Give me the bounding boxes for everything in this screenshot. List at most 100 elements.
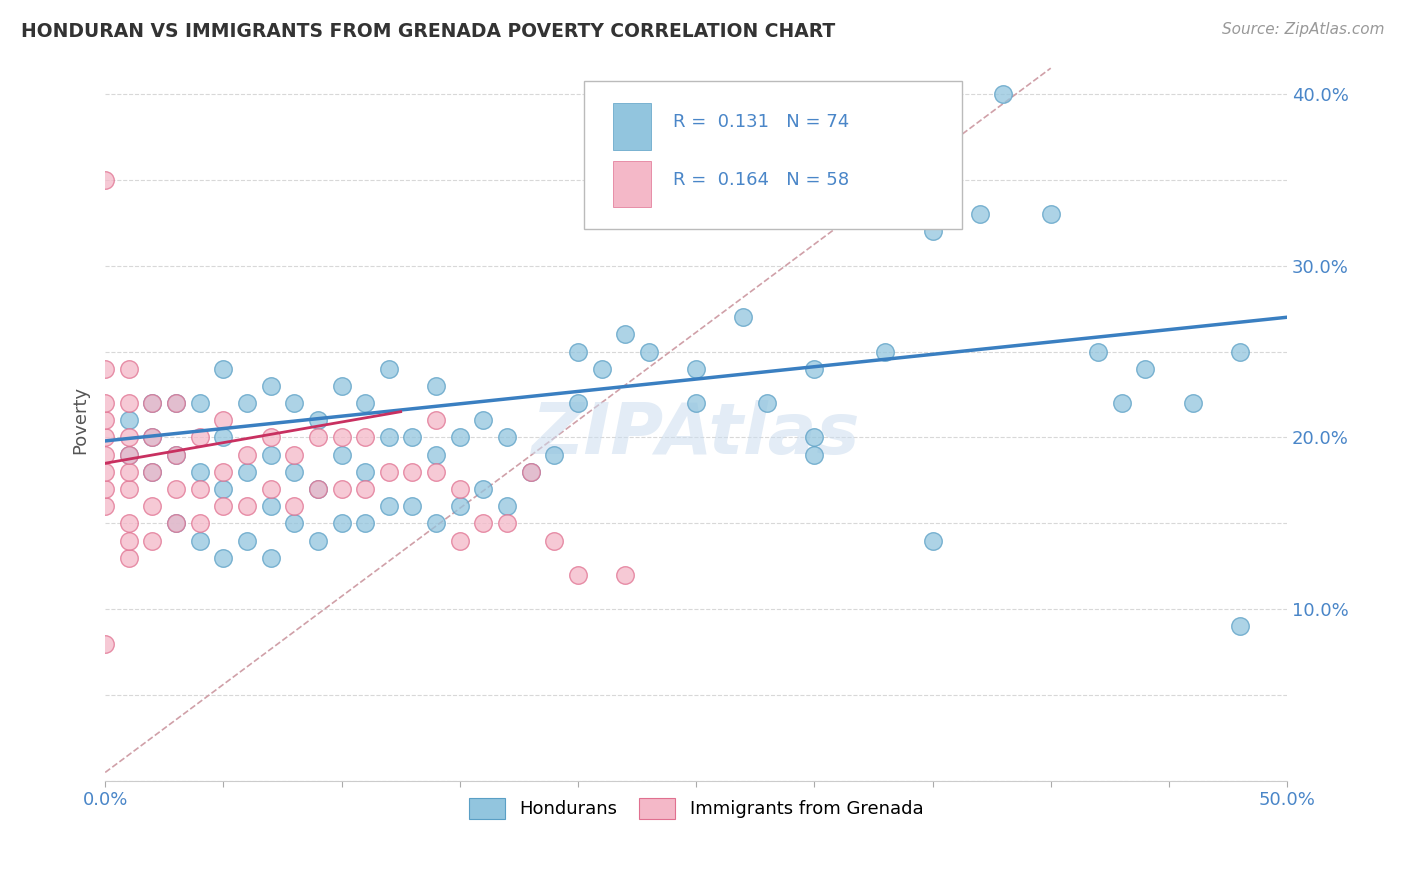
Point <box>472 482 495 496</box>
Point <box>94 448 117 462</box>
Point <box>378 465 401 479</box>
Point <box>1111 396 1133 410</box>
Point <box>354 465 377 479</box>
Point <box>330 379 353 393</box>
Point <box>94 499 117 513</box>
Text: R =  0.131   N = 74: R = 0.131 N = 74 <box>672 113 849 131</box>
Point <box>685 361 707 376</box>
Point <box>449 499 471 513</box>
Point <box>118 430 141 444</box>
Point <box>1229 344 1251 359</box>
Point <box>519 465 541 479</box>
Point <box>94 413 117 427</box>
Point <box>188 516 211 531</box>
Point <box>969 207 991 221</box>
Point <box>236 465 259 479</box>
Point <box>354 516 377 531</box>
Text: Source: ZipAtlas.com: Source: ZipAtlas.com <box>1222 22 1385 37</box>
Point <box>118 448 141 462</box>
Point <box>283 465 305 479</box>
Point <box>307 430 329 444</box>
Point <box>472 413 495 427</box>
FancyBboxPatch shape <box>613 161 651 208</box>
Point <box>921 533 943 548</box>
Point <box>165 396 187 410</box>
Point <box>1181 396 1204 410</box>
Point <box>260 482 283 496</box>
Point <box>330 482 353 496</box>
Point <box>118 533 141 548</box>
Point <box>94 396 117 410</box>
Point <box>307 413 329 427</box>
Point <box>188 430 211 444</box>
Point <box>330 430 353 444</box>
Point <box>496 516 519 531</box>
Point <box>141 499 163 513</box>
Point <box>354 396 377 410</box>
Point <box>188 465 211 479</box>
Point <box>307 482 329 496</box>
Point <box>260 448 283 462</box>
Point <box>141 430 163 444</box>
Point <box>141 396 163 410</box>
Point <box>543 533 565 548</box>
Point <box>496 430 519 444</box>
Point <box>378 499 401 513</box>
Point <box>94 637 117 651</box>
Point <box>378 430 401 444</box>
Legend: Hondurans, Immigrants from Grenada: Hondurans, Immigrants from Grenada <box>461 791 931 826</box>
Point <box>378 361 401 376</box>
Text: HONDURAN VS IMMIGRANTS FROM GRENADA POVERTY CORRELATION CHART: HONDURAN VS IMMIGRANTS FROM GRENADA POVE… <box>21 22 835 41</box>
Point <box>118 550 141 565</box>
Point <box>118 482 141 496</box>
Point <box>188 396 211 410</box>
Point <box>260 550 283 565</box>
Point <box>1135 361 1157 376</box>
Point <box>401 465 423 479</box>
Point <box>141 430 163 444</box>
Point <box>1087 344 1109 359</box>
Point <box>803 430 825 444</box>
Point <box>260 379 283 393</box>
Text: R =  0.164   N = 58: R = 0.164 N = 58 <box>672 171 849 189</box>
Point <box>165 482 187 496</box>
Point <box>94 465 117 479</box>
Point <box>330 516 353 531</box>
Point <box>496 499 519 513</box>
Point <box>425 465 447 479</box>
Point <box>118 413 141 427</box>
Point <box>756 396 779 410</box>
Point <box>188 533 211 548</box>
Point <box>307 533 329 548</box>
Point <box>165 516 187 531</box>
Point <box>94 482 117 496</box>
Point <box>425 448 447 462</box>
Point <box>401 499 423 513</box>
Point <box>449 430 471 444</box>
Point <box>354 482 377 496</box>
Point <box>591 361 613 376</box>
FancyBboxPatch shape <box>583 81 962 229</box>
Point <box>260 430 283 444</box>
Point <box>165 396 187 410</box>
Point <box>212 499 235 513</box>
Point <box>212 430 235 444</box>
Point <box>283 448 305 462</box>
Point <box>118 361 141 376</box>
Point <box>118 396 141 410</box>
Point <box>567 567 589 582</box>
Point <box>993 87 1015 101</box>
Point <box>614 327 637 342</box>
Point <box>519 465 541 479</box>
Point <box>614 567 637 582</box>
Point <box>283 396 305 410</box>
Point <box>141 465 163 479</box>
Point <box>685 396 707 410</box>
Point <box>425 516 447 531</box>
Point <box>94 430 117 444</box>
Y-axis label: Poverty: Poverty <box>72 386 89 454</box>
Point <box>94 361 117 376</box>
Point <box>449 533 471 548</box>
Point <box>354 430 377 444</box>
Point <box>236 396 259 410</box>
